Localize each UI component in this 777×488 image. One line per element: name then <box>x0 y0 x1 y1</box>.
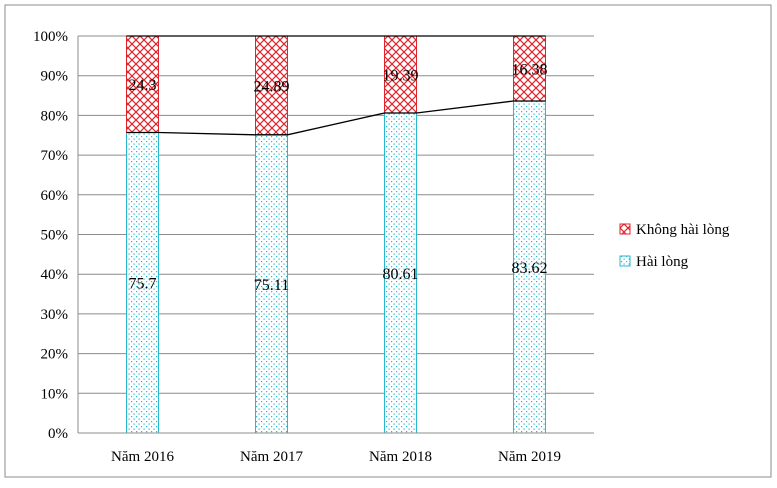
trend-line <box>126 35 546 136</box>
y-tick-label: 20% <box>41 347 69 363</box>
bars <box>126 35 546 434</box>
bar-segment-hai-long <box>384 112 417 434</box>
data-label: 24.3 <box>129 77 157 94</box>
data-label: 83.62 <box>512 260 548 277</box>
data-label: 19.39 <box>383 67 419 84</box>
x-category-label: Năm 2017 <box>240 449 303 465</box>
legend-label: Hài lòng <box>636 254 689 270</box>
legend-swatch-hai-long <box>619 255 631 267</box>
y-tick-label: 60% <box>41 188 69 204</box>
x-category-label: Năm 2018 <box>369 449 432 465</box>
y-tick-label: 10% <box>41 386 69 402</box>
y-tick-label: 80% <box>41 108 69 124</box>
y-tick-label: 30% <box>41 307 69 323</box>
data-label: 75.11 <box>254 277 289 294</box>
legend: Không hài lòng Hài lòng <box>619 222 730 270</box>
data-label: 80.61 <box>383 266 419 283</box>
series-line <box>126 100 546 136</box>
x-category-label: Năm 2019 <box>498 449 561 465</box>
bar-segment-khong-hai-long <box>513 35 546 102</box>
legend-swatch-khong-hai-long <box>619 223 631 235</box>
data-label: 75.7 <box>129 276 157 293</box>
bar-segment-hai-long <box>513 100 546 434</box>
data-label: 16.38 <box>512 62 548 79</box>
y-axis: 0% 10% 20% 30% 40% 50% 60% 70% 80% 90% 100% <box>33 29 79 442</box>
data-label: 24.89 <box>254 78 290 95</box>
y-tick-label: 70% <box>41 148 69 164</box>
x-category-label: Năm 2016 <box>111 449 174 465</box>
data-labels: 75.7 24.3 75.11 24.89 80.61 19.39 83.62 16.38 <box>129 62 548 294</box>
chart-border <box>4 4 772 478</box>
y-tick-label: 40% <box>41 267 69 283</box>
legend-label: Không hài lòng <box>636 222 730 238</box>
y-tick-label: 50% <box>41 228 69 244</box>
y-tick-label: 100% <box>33 29 68 45</box>
y-tick-label: 0% <box>48 426 68 442</box>
y-tick-label: 90% <box>41 69 69 85</box>
x-axis: Năm 2016 Năm 2017 Năm 2018 Năm 2019 <box>78 432 594 465</box>
